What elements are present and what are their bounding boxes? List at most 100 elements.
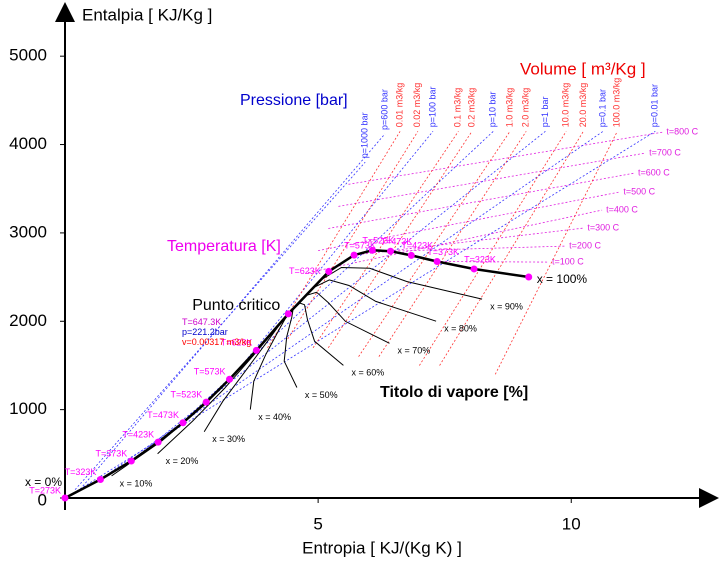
isotherm-label: t=800 C xyxy=(666,127,698,137)
x-axis-label: Entropia [ KJ/(Kg K) ] xyxy=(302,538,462,557)
saturation-label: T=423K xyxy=(401,241,433,251)
isotherm xyxy=(338,152,646,207)
annotation: Pressione [bar] xyxy=(240,92,348,109)
critical-note: v=0.00317 m3/kg xyxy=(182,337,251,347)
isotherm-label: t=200 C xyxy=(569,240,601,250)
annotation: Temperatura [K] xyxy=(167,238,281,255)
quality-label: x = 30% xyxy=(212,434,245,444)
saturation-point xyxy=(433,258,441,266)
saturation-point xyxy=(154,438,162,446)
saturation-point xyxy=(325,268,333,276)
critical-note: p=221.2bar xyxy=(182,327,228,337)
y-tick-label: 0 xyxy=(38,490,47,509)
critical-note: T=647.3K xyxy=(182,317,221,327)
critical-label: Punto critico xyxy=(192,297,280,314)
isochore-label: 1.0 m3/kg xyxy=(504,88,514,128)
saturation-label: T=273K xyxy=(29,485,61,495)
saturation-label: T=323K xyxy=(65,467,97,477)
y-axis-label: Entalpia [ KJ/Kg ] xyxy=(82,5,212,24)
end-label: x = 0% xyxy=(25,475,62,489)
saturation-label: T=373K xyxy=(427,247,459,257)
quality-line xyxy=(287,279,437,322)
quality-label: x = 90% xyxy=(490,301,523,311)
quality-label: x = 10% xyxy=(120,478,153,488)
isotherm xyxy=(348,131,663,185)
saturation-label: T=523K xyxy=(170,390,202,400)
saturation-point xyxy=(284,310,292,318)
isotherm xyxy=(390,245,566,252)
isobar-label: p=10 bar xyxy=(488,92,498,128)
saturation-point xyxy=(127,457,135,465)
isobar xyxy=(74,161,366,490)
saturation-point xyxy=(407,251,415,259)
annotation: Volume [ m³/Kg ] xyxy=(520,59,646,78)
isotherm-label: t=700 C xyxy=(649,147,681,157)
x-tick-label: 10 xyxy=(562,514,581,533)
saturation-point xyxy=(202,398,210,406)
saturation-label: T=323K xyxy=(464,254,496,264)
saturation-label: T=623K xyxy=(289,266,321,276)
saturation-label: T=573K xyxy=(344,240,376,250)
saturation-point xyxy=(387,247,395,255)
saturation-point xyxy=(525,273,533,281)
saturation-point xyxy=(368,246,376,254)
isobar-label: p=1 bar xyxy=(540,97,550,128)
isobar xyxy=(234,131,434,374)
isobar-label: p=100 bar xyxy=(427,86,437,127)
quality-line xyxy=(283,309,298,388)
isotherm xyxy=(354,227,584,256)
saturation-point xyxy=(179,419,187,427)
x-tick-label: 5 xyxy=(313,514,322,533)
saturation-label: T=573K xyxy=(194,367,226,377)
y-tick-label: 2000 xyxy=(9,311,47,330)
isotherm-label: t=300 C xyxy=(587,223,619,233)
isotherm-label: t=600 C xyxy=(638,168,670,178)
saturation-label: T=423K xyxy=(122,430,154,440)
y-tick-label: 1000 xyxy=(9,399,47,418)
isochore xyxy=(287,131,419,340)
end-label: x = 100% xyxy=(537,272,588,286)
saturation-label: T=623K xyxy=(221,338,253,348)
y-tick-label: 3000 xyxy=(9,222,47,241)
isobar xyxy=(97,130,604,482)
isotherm-label: t=100 C xyxy=(552,256,584,266)
isochore-label: 0.01 m3/kg xyxy=(395,83,405,128)
isochore-label: 100.0 m3/kg xyxy=(612,78,622,128)
quality-label: x = 70% xyxy=(398,346,431,356)
saturation-point xyxy=(252,346,260,354)
saturation-point xyxy=(470,265,478,273)
annotation: Titolo di vapore [%] xyxy=(380,384,528,401)
quality-line xyxy=(287,302,344,366)
isochore-label: 2.0 m3/kg xyxy=(521,88,531,128)
isochore xyxy=(312,131,459,349)
isochore-label: 10.0 m3/kg xyxy=(561,83,571,128)
quality-label: x = 80% xyxy=(444,324,477,334)
isochore xyxy=(378,131,527,357)
quality-label: x = 20% xyxy=(166,456,199,466)
isochore xyxy=(439,131,584,366)
isochore xyxy=(494,131,618,375)
isochore xyxy=(327,131,473,349)
quality-label: x = 40% xyxy=(258,412,291,422)
y-tick-label: 4000 xyxy=(9,134,47,153)
saturation-point xyxy=(350,251,358,259)
isochore xyxy=(358,131,511,357)
saturation-point xyxy=(96,476,104,484)
isochore-label: 0.1 m3/kg xyxy=(453,88,463,128)
quality-label: x = 50% xyxy=(305,390,338,400)
isobar-label: p=0.1 bar xyxy=(598,89,608,127)
isotherm-label: t=500 C xyxy=(623,186,655,196)
saturation-point xyxy=(226,375,234,383)
isobar xyxy=(66,130,656,498)
isochore-label: 0.2 m3/kg xyxy=(466,88,476,128)
isochore-label: 20.0 m3/kg xyxy=(578,83,588,128)
isobar-label: p=600 bar xyxy=(379,89,389,130)
saturation-point xyxy=(61,494,69,502)
isotherm xyxy=(437,261,549,263)
isotherm xyxy=(318,191,620,251)
isobar-label: p=1000 bar xyxy=(360,112,370,158)
saturation-label: T=473K xyxy=(147,410,179,420)
saturation-label: T=523K xyxy=(362,236,394,246)
